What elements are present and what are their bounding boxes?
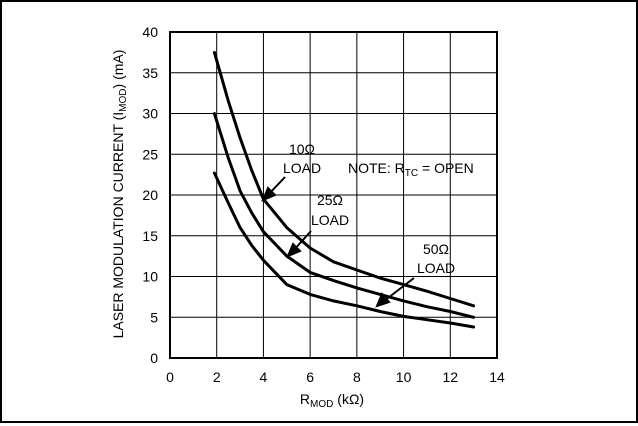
- series-line-3: [212, 171, 476, 329]
- y-tick-label: 20: [142, 187, 158, 203]
- annotation-50-load: LOAD: [417, 260, 455, 276]
- annotation-25-value: 25Ω: [317, 192, 343, 208]
- x-tick-label: 8: [353, 369, 361, 385]
- y-axis-title-sub: MOD: [118, 88, 129, 111]
- arrow-50-head: [375, 292, 391, 308]
- series-group: [212, 50, 476, 329]
- x-tick-label: 0: [166, 369, 174, 385]
- x-tick-label: 2: [213, 369, 221, 385]
- x-axis-title-unit: (kΩ): [333, 391, 364, 407]
- annotation-10-value: 10Ω: [289, 141, 315, 157]
- y-tick-label: 30: [142, 106, 158, 122]
- x-axis-title-sub: MOD: [310, 399, 333, 410]
- note-text: NOTE: RTC = OPEN: [348, 160, 474, 179]
- series-line-1: [212, 50, 476, 308]
- x-tick-labels: 0 2 4 6 8 10 12 14: [166, 369, 505, 385]
- y-tick-label: 5: [150, 309, 158, 325]
- x-tick-label: 12: [442, 369, 458, 385]
- note-suffix: = OPEN: [418, 160, 474, 176]
- annotation-25-load: LOAD: [311, 212, 349, 228]
- y-axis-title-unit: ) (mA): [110, 50, 126, 89]
- annotation-10-load: LOAD: [283, 160, 321, 176]
- y-tick-label: 40: [142, 24, 158, 40]
- x-tick-label: 10: [396, 369, 412, 385]
- y-axis-title: LASER MODULATION CURRENT (IMOD) (mA): [110, 50, 129, 339]
- y-axis-title-main: LASER MODULATION CURRENT (I: [110, 112, 126, 339]
- y-tick-label: 15: [142, 228, 158, 244]
- annotation-50-value: 50Ω: [423, 241, 449, 257]
- x-tick-label: 4: [260, 369, 268, 385]
- arrow-50-shaft: [383, 277, 415, 302]
- y-tick-label: 0: [150, 350, 158, 366]
- note-prefix: NOTE: R: [348, 160, 405, 176]
- series-line-2: [212, 112, 476, 319]
- plot-border: [169, 31, 498, 359]
- arrow-10-head: [261, 186, 277, 202]
- arrow-25-head: [286, 242, 302, 258]
- note-sub: TC: [405, 168, 418, 179]
- y-tick-label: 25: [142, 146, 158, 162]
- x-axis-title-main: R: [300, 391, 310, 407]
- x-axis-title: RMOD (kΩ): [300, 391, 364, 410]
- annotation-arrows: [261, 176, 415, 308]
- y-tick-label: 10: [142, 269, 158, 285]
- x-tick-label: 6: [306, 369, 314, 385]
- x-tick-label: 14: [489, 369, 505, 385]
- y-tick-labels: 0 5 10 15 20 25 30 35 40: [142, 24, 158, 366]
- y-tick-label: 35: [142, 65, 158, 81]
